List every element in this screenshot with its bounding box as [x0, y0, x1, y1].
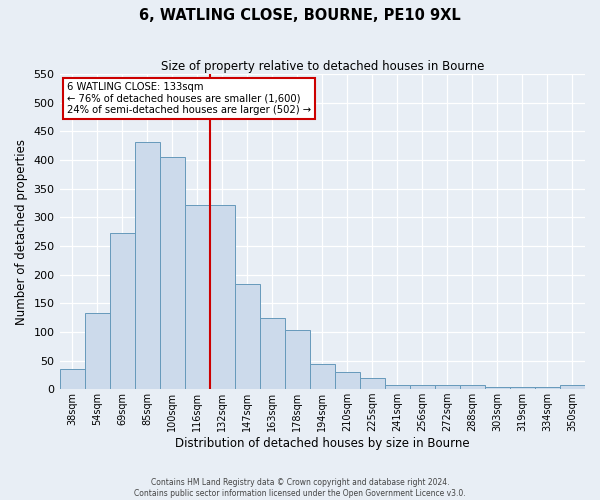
- Bar: [285, 330, 310, 389]
- Bar: [460, 385, 485, 389]
- X-axis label: Distribution of detached houses by size in Bourne: Distribution of detached houses by size …: [175, 437, 470, 450]
- Bar: [485, 387, 510, 389]
- Bar: [110, 234, 134, 389]
- Bar: [134, 142, 160, 389]
- Bar: [235, 284, 260, 389]
- Bar: [385, 385, 410, 389]
- Bar: [335, 372, 360, 389]
- Bar: [535, 387, 560, 389]
- Bar: [560, 385, 585, 389]
- Bar: [160, 157, 185, 389]
- Bar: [510, 387, 535, 389]
- Text: 6, WATLING CLOSE, BOURNE, PE10 9XL: 6, WATLING CLOSE, BOURNE, PE10 9XL: [139, 8, 461, 22]
- Bar: [410, 385, 435, 389]
- Bar: [185, 204, 209, 389]
- Bar: [260, 318, 285, 389]
- Bar: [209, 204, 235, 389]
- Text: 6 WATLING CLOSE: 133sqm
← 76% of detached houses are smaller (1,600)
24% of semi: 6 WATLING CLOSE: 133sqm ← 76% of detache…: [67, 82, 311, 116]
- Bar: [310, 364, 335, 389]
- Bar: [85, 313, 110, 389]
- Y-axis label: Number of detached properties: Number of detached properties: [15, 138, 28, 324]
- Bar: [59, 369, 85, 389]
- Text: Contains HM Land Registry data © Crown copyright and database right 2024.
Contai: Contains HM Land Registry data © Crown c…: [134, 478, 466, 498]
- Bar: [360, 378, 385, 389]
- Bar: [435, 385, 460, 389]
- Title: Size of property relative to detached houses in Bourne: Size of property relative to detached ho…: [161, 60, 484, 73]
